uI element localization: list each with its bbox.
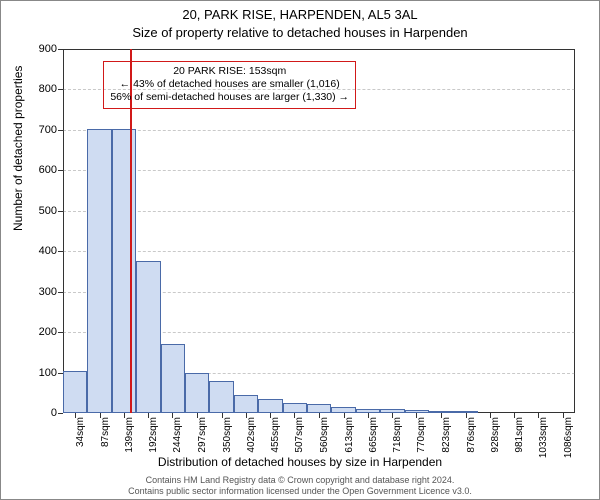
chart-container: 20, PARK RISE, HARPENDEN, AL5 3AL Size o… — [0, 0, 600, 500]
ytick-mark — [58, 251, 63, 252]
histogram-bar — [136, 261, 160, 413]
ytick-label: 0 — [51, 407, 57, 419]
xtick-label: 297sqm — [197, 417, 208, 453]
chart-title-2: Size of property relative to detached ho… — [1, 25, 599, 40]
xtick-label: 402sqm — [246, 417, 257, 453]
ytick-mark — [58, 89, 63, 90]
histogram-bar — [283, 403, 307, 413]
ytick-label: 700 — [39, 124, 57, 136]
ytick-label: 900 — [39, 43, 57, 55]
annotation-line: 20 PARK RISE: 153sqm — [173, 65, 286, 77]
xtick-label: 1086sqm — [563, 417, 574, 458]
ytick-label: 400 — [39, 245, 57, 257]
histogram-bar — [234, 395, 258, 413]
ytick-mark — [58, 130, 63, 131]
xtick-label: 718sqm — [392, 417, 403, 453]
histogram-bar — [63, 371, 87, 413]
plot-area: 010020030040050060070080090034sqm87sqm13… — [63, 49, 575, 413]
histogram-bar — [87, 129, 111, 413]
ytick-mark — [58, 292, 63, 293]
xtick-label: 455sqm — [270, 417, 281, 453]
annotation-line: 56% of semi-detached houses are larger (… — [110, 91, 349, 103]
ytick-label: 500 — [39, 205, 57, 217]
xtick-label: 981sqm — [514, 417, 525, 453]
annotation-line: ← 43% of detached houses are smaller (1,… — [120, 78, 340, 90]
xtick-label: 665sqm — [368, 417, 379, 453]
xtick-label: 507sqm — [294, 417, 305, 453]
footer-attribution: Contains HM Land Registry data © Crown c… — [1, 475, 599, 497]
histogram-bar — [161, 344, 185, 413]
xtick-label: 34sqm — [75, 417, 86, 447]
ytick-label: 600 — [39, 164, 57, 176]
gridline-h — [63, 211, 575, 212]
xtick-label: 1033sqm — [538, 417, 549, 458]
footer-line-1: Contains HM Land Registry data © Crown c… — [146, 475, 455, 485]
ytick-mark — [58, 170, 63, 171]
histogram-bar — [185, 373, 209, 413]
ytick-label: 300 — [39, 286, 57, 298]
xtick-label: 244sqm — [172, 417, 183, 453]
y-axis-label: Number of detached properties — [11, 66, 25, 231]
gridline-h — [63, 251, 575, 252]
ytick-mark — [58, 413, 63, 414]
ytick-mark — [58, 332, 63, 333]
gridline-h — [63, 170, 575, 171]
x-axis-label: Distribution of detached houses by size … — [1, 455, 599, 469]
xtick-label: 192sqm — [148, 417, 159, 453]
histogram-bar — [112, 129, 136, 413]
ytick-mark — [58, 211, 63, 212]
footer-line-2: Contains public sector information licen… — [128, 486, 472, 496]
chart-title-1: 20, PARK RISE, HARPENDEN, AL5 3AL — [1, 7, 599, 23]
xtick-label: 770sqm — [416, 417, 427, 453]
annotation-box: 20 PARK RISE: 153sqm← 43% of detached ho… — [103, 61, 356, 108]
xtick-label: 139sqm — [124, 417, 135, 453]
histogram-bar — [307, 404, 331, 413]
ytick-label: 100 — [39, 367, 57, 379]
gridline-h — [63, 130, 575, 131]
xtick-label: 560sqm — [319, 417, 330, 453]
xtick-label: 350sqm — [222, 417, 233, 453]
xtick-label: 613sqm — [344, 417, 355, 453]
histogram-bar — [209, 381, 233, 413]
ytick-label: 200 — [39, 326, 57, 338]
xtick-label: 876sqm — [466, 417, 477, 453]
histogram-bar — [258, 399, 282, 413]
ytick-mark — [58, 49, 63, 50]
xtick-label: 928sqm — [490, 417, 501, 453]
ytick-label: 800 — [39, 83, 57, 95]
xtick-label: 823sqm — [441, 417, 452, 453]
xtick-label: 87sqm — [100, 417, 111, 447]
